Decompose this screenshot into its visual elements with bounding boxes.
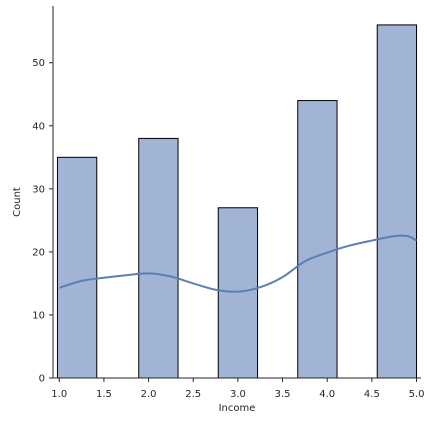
histogram-bar-1 bbox=[56, 156, 98, 379]
x-axis-ticks: 1.0 1.5 2.0 2.5 3.0 3.5 4.0 4.5 5.0 bbox=[51, 378, 424, 400]
x-tick-label: 1.5 bbox=[96, 389, 112, 400]
y-tick-label: 0 bbox=[39, 374, 45, 385]
x-tick-label: 4.5 bbox=[364, 389, 380, 400]
x-tick-label: 2.5 bbox=[185, 389, 201, 400]
y-tick-label: 10 bbox=[32, 310, 45, 321]
x-tick-label: 3.0 bbox=[230, 389, 246, 400]
x-tick-label: 4.0 bbox=[319, 389, 335, 400]
x-tick-label: 1.0 bbox=[51, 389, 67, 400]
x-tick-label: 2.0 bbox=[141, 389, 157, 400]
histogram-bar-5 bbox=[376, 24, 418, 379]
y-tick-label: 40 bbox=[32, 121, 45, 132]
histogram-bar-2 bbox=[138, 137, 179, 379]
y-axis-label: Count bbox=[12, 187, 23, 217]
y-axis-ticks: 0 10 20 30 40 50 bbox=[32, 58, 53, 385]
y-tick-label: 50 bbox=[32, 58, 45, 69]
histogram-bars bbox=[56, 24, 418, 379]
histogram-bar-3 bbox=[217, 207, 259, 379]
x-tick-label: 3.5 bbox=[275, 389, 291, 400]
y-tick-label: 20 bbox=[32, 247, 45, 258]
kde-curve bbox=[58, 234, 418, 293]
x-tick-label: 5.0 bbox=[409, 389, 425, 400]
histogram-bar-4 bbox=[297, 100, 338, 379]
y-tick-label: 30 bbox=[32, 184, 45, 195]
x-axis-label: Income bbox=[219, 403, 256, 414]
